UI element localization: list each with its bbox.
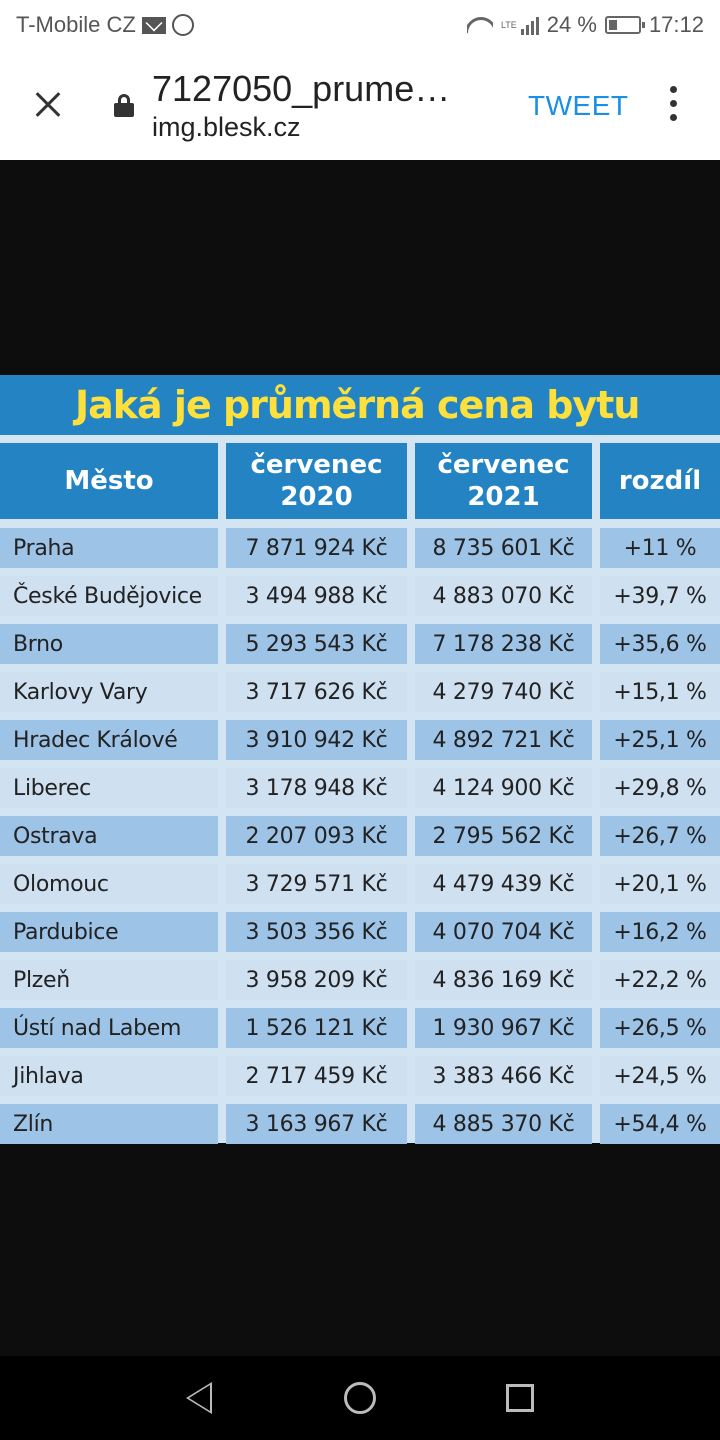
status-right: LTE 24 % 17:12 — [467, 12, 704, 38]
carrier-name: T-Mobile CZ — [16, 12, 136, 37]
mail-icon — [141, 16, 166, 34]
cell-city: Brno — [0, 624, 218, 664]
system-nav-bar — [0, 1356, 720, 1440]
cell-diff: +20,1 % — [600, 864, 720, 904]
battery-icon — [604, 16, 645, 34]
table-row: Karlovy Vary 3 717 626 Kč 4 279 740 Kč +… — [0, 672, 720, 712]
lock-icon[interactable] — [114, 94, 134, 117]
more-vert-icon[interactable] — [664, 86, 684, 122]
cell-city: Jihlava — [0, 1056, 218, 1096]
table-row: Liberec 3 178 948 Kč 4 124 900 Kč +29,8 … — [0, 768, 720, 808]
cell-city: České Budějovice — [0, 576, 218, 616]
cell-2021: 3 383 466 Kč — [415, 1056, 592, 1096]
table-row: Hradec Králové 3 910 942 Kč 4 892 721 Kč… — [0, 720, 720, 760]
cell-2020: 2 717 459 Kč — [226, 1056, 407, 1096]
cell-diff: +11 % — [600, 528, 720, 568]
cell-city: Ostrava — [0, 816, 218, 856]
table-title-band: Jaká je průměrná cena bytu — [0, 375, 720, 435]
cell-city: Pardubice — [0, 912, 218, 952]
header-2021-month: červenec — [437, 450, 570, 480]
table-row: Brno 5 293 543 Kč 7 178 238 Kč +35,6 % — [0, 624, 720, 664]
wifi-icon — [467, 15, 493, 35]
network-type: LTE — [500, 19, 517, 30]
cell-2021: 7 178 238 Kč — [415, 624, 592, 664]
page-title[interactable]: 7127050_prume… — [152, 68, 451, 109]
cell-city: Zlín — [0, 1104, 218, 1144]
cell-city: Hradec Králové — [0, 720, 218, 760]
header-2020: červenec 2020 — [226, 443, 407, 519]
header-2020-year: 2020 — [280, 482, 353, 512]
table-row: Ústí nad Labem 1 526 121 Kč 1 930 967 Kč… — [0, 1008, 720, 1048]
cell-diff: +25,1 % — [600, 720, 720, 760]
status-bar: T-Mobile CZ LTE 24 % 17:12 — [0, 0, 720, 50]
back-icon[interactable] — [186, 1382, 212, 1414]
cell-2021: 4 124 900 Kč — [415, 768, 592, 808]
clock: 17:12 — [648, 12, 704, 37]
cell-2020: 3 503 356 Kč — [226, 912, 407, 952]
table-row: Praha 7 871 924 Kč 8 735 601 Kč +11 % — [0, 528, 720, 568]
tweet-button[interactable]: TWEET — [528, 90, 629, 121]
cell-2020: 3 717 626 Kč — [226, 672, 407, 712]
cell-2020: 3 494 988 Kč — [226, 576, 407, 616]
table-title: Jaká je průměrná cena bytu — [75, 383, 640, 427]
table-row: Jihlava 2 717 459 Kč 3 383 466 Kč +24,5 … — [0, 1056, 720, 1096]
header-2021: červenec 2021 — [415, 443, 592, 519]
cell-2021: 4 479 439 Kč — [415, 864, 592, 904]
cell-2021: 4 892 721 Kč — [415, 720, 592, 760]
whatsapp-icon — [171, 14, 194, 36]
cell-2020: 3 958 209 Kč — [226, 960, 407, 1000]
price-table-image: Jaká je průměrná cena bytu Město červene… — [0, 375, 720, 1144]
cell-2021: 4 885 370 Kč — [415, 1104, 592, 1144]
cell-diff: +54,4 % — [600, 1104, 720, 1144]
cell-2021: 1 930 967 Kč — [415, 1008, 592, 1048]
table-row: České Budějovice 3 494 988 Kč 4 883 070 … — [0, 576, 720, 616]
cell-2020: 3 163 967 Kč — [226, 1104, 407, 1144]
cell-2020: 5 293 543 Kč — [226, 624, 407, 664]
recents-icon[interactable] — [506, 1384, 534, 1412]
close-icon[interactable] — [28, 86, 68, 126]
cell-diff: +29,8 % — [600, 768, 720, 808]
cell-2020: 2 207 093 Kč — [226, 816, 407, 856]
table-row: Olomouc 3 729 571 Kč 4 479 439 Kč +20,1 … — [0, 864, 720, 904]
cell-diff: +26,7 % — [600, 816, 720, 856]
cell-diff: +35,6 % — [600, 624, 720, 664]
header-city: Město — [0, 443, 218, 519]
cell-city: Praha — [0, 528, 218, 568]
table-row: Pardubice 3 503 356 Kč 4 070 704 Kč +16,… — [0, 912, 720, 952]
cell-2021: 8 735 601 Kč — [415, 528, 592, 568]
table-row: Plzeň 3 958 209 Kč 4 836 169 Kč +22,2 % — [0, 960, 720, 1000]
cell-diff: +24,5 % — [600, 1056, 720, 1096]
header-diff: rozdíl — [600, 443, 720, 519]
cell-diff: +22,2 % — [600, 960, 720, 1000]
custom-tab-toolbar: 7127050_prume… img.blesk.cz TWEET — [0, 50, 720, 160]
cell-2021: 4 883 070 Kč — [415, 576, 592, 616]
cell-2020: 3 729 571 Kč — [226, 864, 407, 904]
cell-2020: 3 178 948 Kč — [226, 768, 407, 808]
cell-2020: 3 910 942 Kč — [226, 720, 407, 760]
cell-city: Ústí nad Labem — [0, 1008, 218, 1048]
cell-2020: 1 526 121 Kč — [226, 1008, 407, 1048]
cell-2021: 2 795 562 Kč — [415, 816, 592, 856]
home-icon[interactable] — [344, 1382, 376, 1414]
cell-diff: +39,7 % — [600, 576, 720, 616]
cell-2021: 4 279 740 Kč — [415, 672, 592, 712]
header-2021-year: 2021 — [467, 482, 540, 512]
cell-diff: +15,1 % — [600, 672, 720, 712]
cell-diff: +16,2 % — [600, 912, 720, 952]
cell-2021: 4 070 704 Kč — [415, 912, 592, 952]
table-row: Zlín 3 163 967 Kč 4 885 370 Kč +54,4 % — [0, 1104, 720, 1144]
signal-icon — [520, 15, 539, 35]
cell-city: Liberec — [0, 768, 218, 808]
cell-city: Plzeň — [0, 960, 218, 1000]
status-left: T-Mobile CZ — [16, 12, 194, 38]
cell-2021: 4 836 169 Kč — [415, 960, 592, 1000]
cell-2020: 7 871 924 Kč — [226, 528, 407, 568]
cell-city: Olomouc — [0, 864, 218, 904]
table-row: Ostrava 2 207 093 Kč 2 795 562 Kč +26,7 … — [0, 816, 720, 856]
cell-diff: +26,5 % — [600, 1008, 720, 1048]
battery-percent: 24 % — [546, 12, 597, 37]
page-domain[interactable]: img.blesk.cz — [152, 112, 301, 142]
header-2020-month: červenec — [250, 450, 383, 480]
cell-city: Karlovy Vary — [0, 672, 218, 712]
